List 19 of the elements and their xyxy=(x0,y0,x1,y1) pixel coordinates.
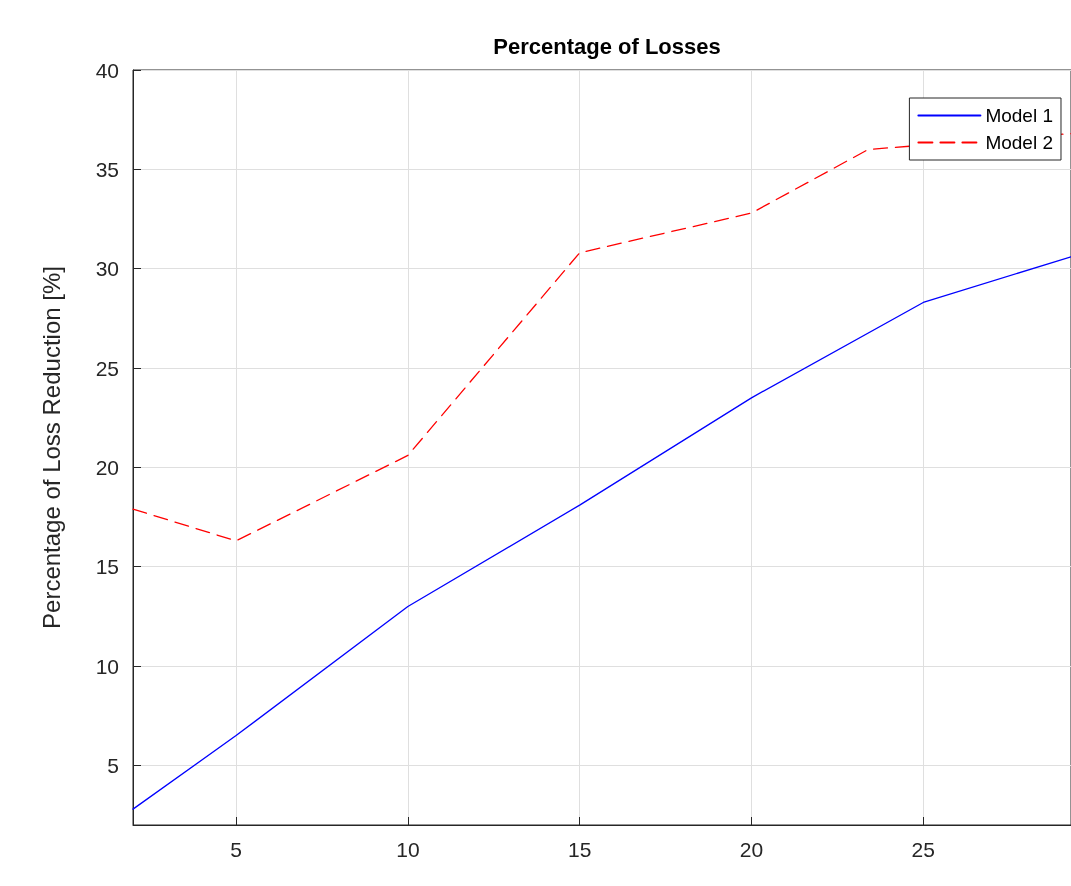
x-tick-label: 5 xyxy=(230,838,242,861)
line-series xyxy=(132,132,1071,542)
x-tick-label: 15 xyxy=(567,838,592,861)
y-axis-title: Percentage of Loss Reduction [%] xyxy=(37,266,65,629)
line-series xyxy=(132,256,1071,810)
y-tick-label: 40 xyxy=(95,58,119,82)
x-tick-label: 20 xyxy=(739,838,764,861)
y-tick-label: 20 xyxy=(95,455,119,479)
x-tick-label: 25 xyxy=(911,838,935,861)
y-tick-label: 15 xyxy=(95,555,119,579)
y-tick-label: 10 xyxy=(95,654,119,678)
y-tick-label: 30 xyxy=(95,257,119,281)
y-tick-label: 25 xyxy=(95,356,119,380)
chart-title: Percentage of Losses xyxy=(493,33,721,59)
legend-label: Model 2 xyxy=(985,132,1054,153)
y-tick-label: 5 xyxy=(107,753,119,777)
legend-label: Model 1 xyxy=(985,105,1054,126)
y-tick-label: 35 xyxy=(95,157,119,181)
x-tick-label: 10 xyxy=(396,838,420,861)
